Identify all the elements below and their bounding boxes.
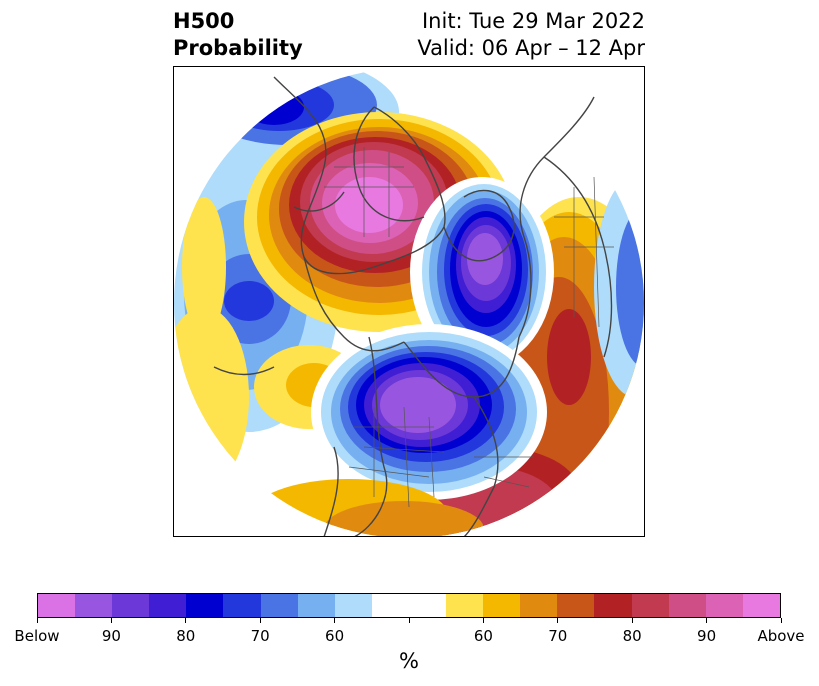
colorbar-tick	[482, 618, 484, 623]
colorbar-tick-label: 60	[325, 627, 345, 645]
colorbar-tick-label: 80	[176, 627, 196, 645]
colorbar-swatch	[631, 594, 669, 617]
colorbar-tick	[631, 618, 633, 623]
colorbar	[37, 593, 781, 618]
political-borders	[324, 147, 614, 508]
colorbar-unit-label: %	[399, 649, 419, 673]
map-title: H500 Probability	[173, 8, 303, 62]
colorbar-swatch	[371, 594, 409, 617]
colorbar-swatch	[186, 594, 224, 617]
variable-label: H500	[173, 9, 235, 33]
colorbar-swatch	[557, 594, 595, 617]
colorbar-swatch	[520, 594, 558, 617]
colorbar-swatch	[408, 594, 447, 617]
colorbar-swatch	[483, 594, 521, 617]
colorbar-tick	[706, 618, 708, 623]
date-info: Init: Tue 29 Mar 2022 Valid: 06 Apr – 12…	[417, 8, 645, 62]
colorbar-swatch	[705, 594, 743, 617]
colorbar-swatch	[149, 594, 187, 617]
colorbar-tick	[36, 618, 38, 623]
colorbar-tick-label: 90	[101, 627, 121, 645]
colorbar-swatch	[112, 594, 150, 617]
colorbar-tick-label: 60	[473, 627, 493, 645]
init-date: Init: Tue 29 Mar 2022	[421, 9, 645, 33]
colorbar-tick-label: 80	[622, 627, 642, 645]
colorbar-tick-label: Above	[757, 627, 805, 645]
colorbar-tick	[259, 618, 261, 623]
colorbar-swatch	[668, 594, 706, 617]
colorbar-tick-label: 90	[697, 627, 717, 645]
valid-dates: Valid: 06 Apr – 12 Apr	[417, 36, 645, 60]
colorbar-tick-label: 70	[548, 627, 568, 645]
colorbar-tick	[408, 618, 410, 623]
colorbar-tick	[185, 618, 187, 623]
colorbar-swatch	[38, 594, 76, 617]
colorbar-swatch	[742, 594, 780, 617]
colorbar-swatch	[223, 594, 261, 617]
colorbar-tick-label: Below	[14, 627, 60, 645]
colorbar-tick	[334, 618, 336, 623]
colorbar-swatch	[334, 594, 372, 617]
colorbar-tick-label: 70	[250, 627, 270, 645]
probability-map	[173, 66, 645, 537]
map-canvas	[174, 68, 644, 536]
colorbar-tick	[110, 618, 112, 623]
product-label: Probability	[173, 36, 303, 60]
colorbar-tick	[780, 618, 782, 623]
colorbar-swatch	[297, 594, 335, 617]
colorbar-swatch	[260, 594, 298, 617]
colorbar-swatch	[594, 594, 632, 617]
probability-field	[174, 68, 644, 536]
colorbar-tick	[557, 618, 559, 623]
colorbar-swatch	[446, 594, 484, 617]
colorbar-swatch	[75, 594, 113, 617]
